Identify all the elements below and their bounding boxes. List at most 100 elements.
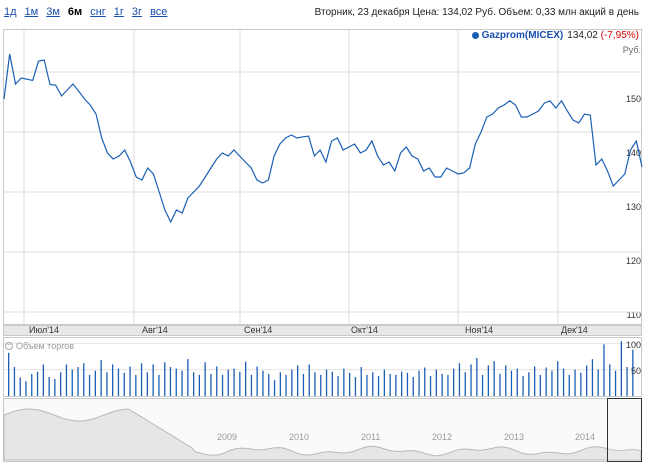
volume-bar (551, 370, 553, 396)
volume-bar (580, 372, 582, 396)
y-tick-label: 110 (626, 310, 641, 320)
volume-bar (239, 371, 241, 396)
volume-bar (273, 380, 276, 396)
period-1y-link[interactable]: 1г (113, 6, 124, 18)
period-all-link[interactable]: все (150, 6, 168, 18)
volume-bar (372, 372, 374, 396)
volume-bar (308, 364, 310, 396)
volume-bar (42, 364, 44, 396)
volume-bar (331, 371, 333, 396)
volume-bar (140, 363, 143, 396)
volume-bar (245, 361, 247, 396)
volume-bar (609, 364, 611, 396)
volume-bar (354, 377, 357, 396)
volume-bar (302, 373, 305, 396)
period-3m-link[interactable]: 3м (46, 6, 60, 18)
volume-bar (48, 377, 50, 396)
volume-bar (123, 372, 125, 396)
y-tick-label: 120 (625, 256, 641, 266)
navigator-range-window[interactable] (607, 398, 642, 462)
y-tick-label: 140 (625, 148, 641, 158)
series-legend: Gazprom(MICEX) 134,02 (-7,95%) (471, 30, 639, 41)
volume-bar (221, 374, 224, 396)
volume-bar (152, 364, 154, 396)
volume-bar (77, 367, 79, 396)
period-1m-link[interactable]: 1м (24, 6, 39, 18)
volume-bar (626, 367, 628, 396)
period-1d-link[interactable]: 1д (4, 6, 17, 18)
time-axis-band (3, 325, 642, 336)
volume-bar (447, 374, 449, 396)
volume-bar (36, 371, 39, 396)
volume-bar (256, 366, 258, 396)
volume-bar (158, 374, 160, 396)
volume-bar (360, 367, 362, 396)
volume-bar (620, 341, 622, 396)
x-tick-label: Окт'14 (351, 325, 378, 335)
volume-bar (435, 369, 437, 396)
volume-bar (279, 372, 281, 396)
volume-bar (568, 374, 570, 396)
volume-bar (54, 379, 56, 396)
volume-bar (100, 360, 102, 396)
volume-bar (487, 365, 489, 396)
navigator-year-label: 2010 (289, 432, 310, 442)
x-tick-label: Авг'14 (142, 325, 168, 335)
volume-bar (366, 374, 368, 396)
navigator-history-area (3, 408, 642, 461)
volume-bar (164, 362, 166, 396)
volume-bar (262, 370, 264, 396)
volume-bar (83, 363, 85, 396)
volume-bar (31, 373, 33, 396)
volume-bar (464, 372, 466, 396)
volume-bar (71, 369, 73, 396)
volume-bar (499, 373, 501, 396)
volume-bar (94, 370, 96, 396)
volume-bar (453, 368, 455, 396)
volume-bar (187, 359, 189, 396)
volume-bar (614, 370, 617, 396)
series-price: 134,02 (567, 30, 598, 41)
period-3y-link[interactable]: 3г (131, 6, 143, 18)
volume-bar (325, 369, 328, 396)
volume-toggle[interactable]: − Объем торгов (5, 341, 74, 351)
x-tick-label: Ноя'14 (465, 325, 494, 335)
volume-bar (117, 368, 120, 396)
volume-bar (60, 372, 62, 396)
volume-bar (441, 373, 443, 396)
volume-bar (210, 373, 212, 396)
volume-bar (106, 372, 108, 396)
volume-chart-frame (3, 337, 642, 397)
volume-bar (314, 372, 316, 396)
volume-bar (418, 370, 420, 396)
navigator-year-label: 2012 (432, 432, 453, 442)
y-tick-label: 150 (625, 94, 641, 104)
period-ytd-link[interactable]: снг (90, 6, 106, 18)
volume-bar (291, 369, 293, 396)
volume-bar (349, 372, 351, 396)
volume-bar (597, 369, 599, 396)
volume-bar (458, 363, 461, 396)
volume-bar (65, 364, 68, 396)
volume-bar (406, 372, 409, 396)
volume-bar (175, 368, 177, 396)
period-6m-link[interactable]: 6м (67, 6, 83, 18)
volume-bar (88, 374, 91, 396)
volume-bar (181, 370, 183, 396)
volume-bar (603, 344, 605, 396)
volume-bar (198, 374, 200, 396)
volume-bar (493, 361, 495, 396)
volume-tick-label: 50 (630, 366, 641, 376)
volume-bar (216, 366, 218, 396)
volume-bar (562, 368, 565, 396)
volume-bar (534, 366, 536, 396)
series-name[interactable]: Gazprom(MICEX) (481, 30, 564, 41)
volume-bar (401, 371, 403, 396)
volume-bar (516, 368, 518, 396)
volume-bar (539, 374, 541, 396)
volume-bar (285, 374, 287, 396)
price-unit: Руб. (622, 45, 641, 55)
volume-tick-label: 100 (625, 340, 641, 350)
